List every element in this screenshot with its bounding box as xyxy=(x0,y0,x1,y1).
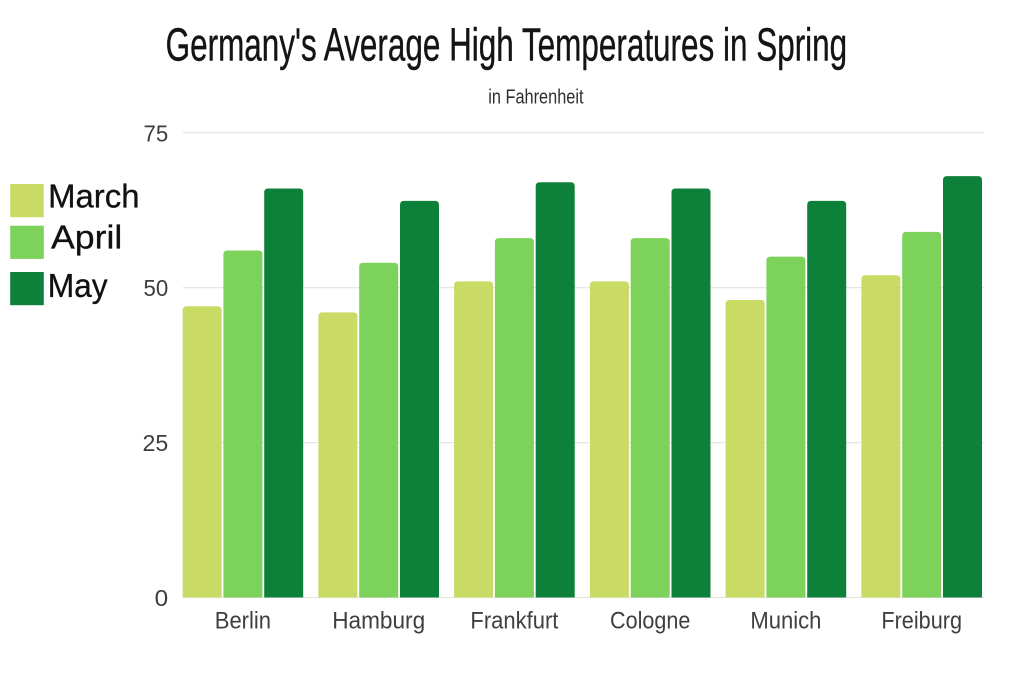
svg-text:50: 50 xyxy=(144,275,169,301)
svg-text:Freiburg: Freiburg xyxy=(881,608,962,635)
svg-text:Germany's Average High Tempera: Germany's Average High Temperatures in S… xyxy=(166,19,848,71)
svg-text:Berlin: Berlin xyxy=(215,608,271,635)
svg-text:25: 25 xyxy=(143,430,169,456)
svg-text:March: March xyxy=(48,178,139,215)
svg-text:75: 75 xyxy=(144,120,169,146)
svg-text:Hamburg: Hamburg xyxy=(332,608,425,635)
svg-text:April: April xyxy=(51,219,122,256)
svg-text:Munich: Munich xyxy=(750,608,821,635)
svg-text:0: 0 xyxy=(155,585,169,611)
svg-text:in Fahrenheit: in Fahrenheit xyxy=(488,85,583,108)
svg-text:Cologne: Cologne xyxy=(610,608,690,635)
svg-text:Frankfurt: Frankfurt xyxy=(470,608,558,635)
svg-text:May: May xyxy=(48,267,108,304)
